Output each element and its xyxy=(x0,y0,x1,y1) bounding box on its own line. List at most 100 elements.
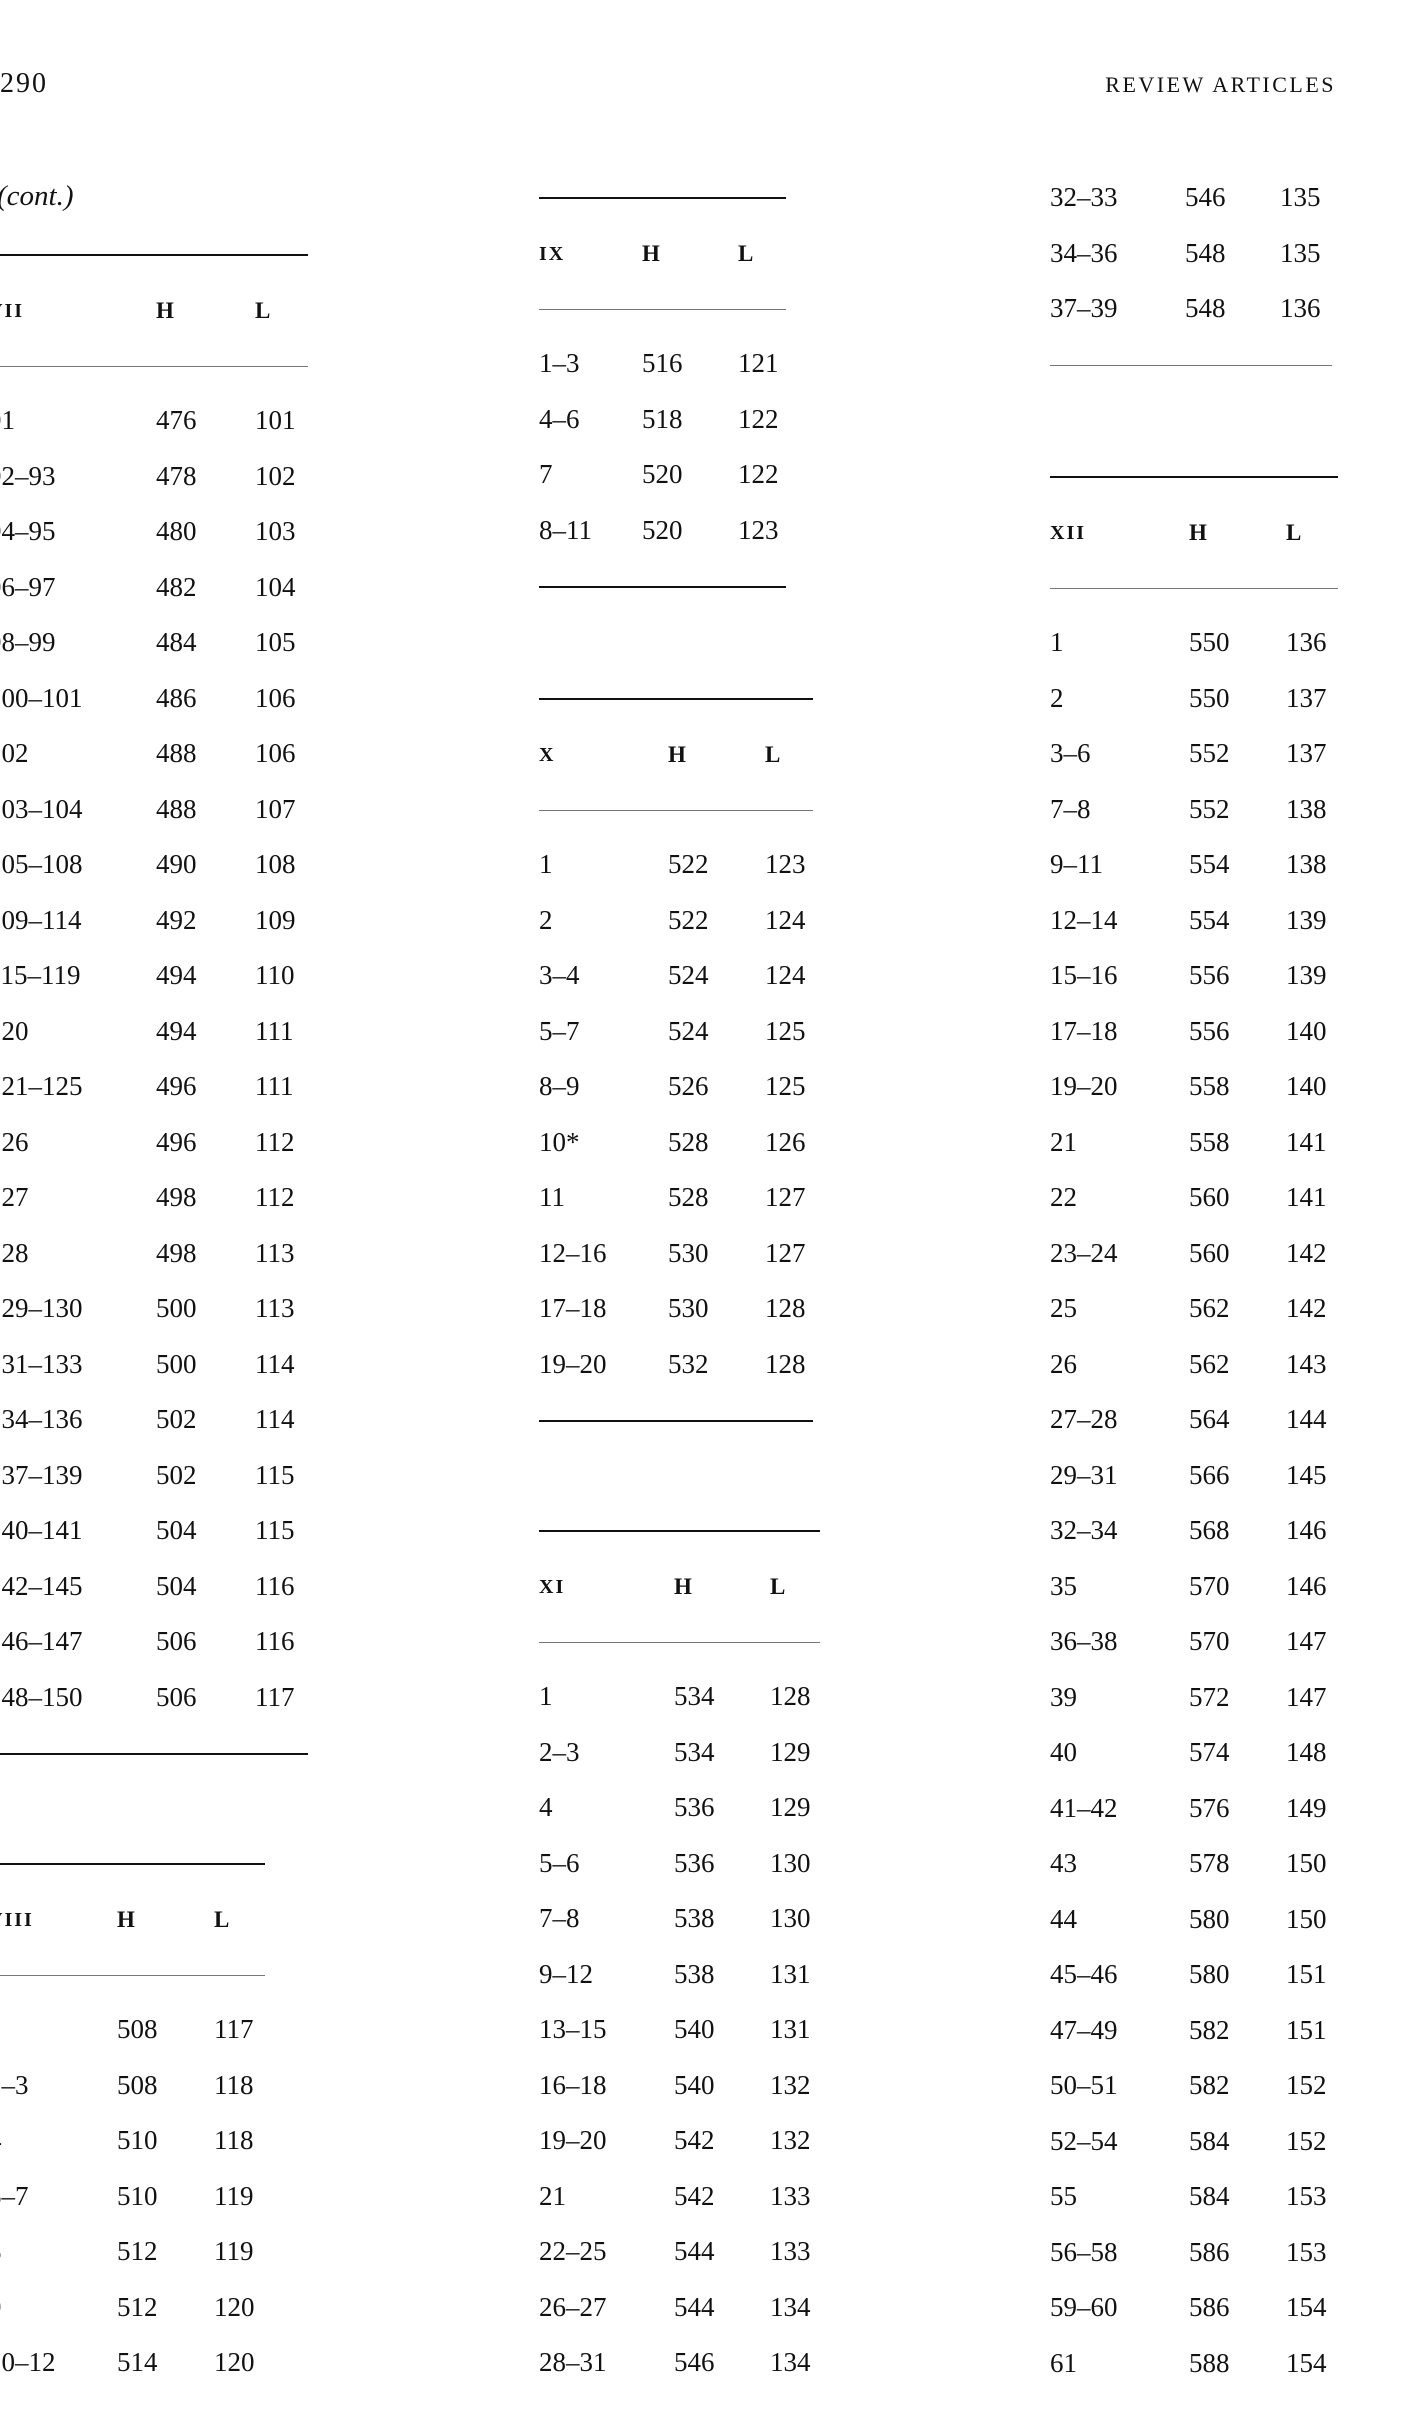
h-page-cell: 584 xyxy=(1189,2181,1230,2211)
l-page-cell: 106 xyxy=(255,682,296,713)
section-cell: 92–93 xyxy=(0,460,56,491)
section-cell: 9–11 xyxy=(1050,849,1103,879)
section-cell: 12–16 xyxy=(539,1237,607,1268)
l-page-cell: 122 xyxy=(738,459,779,489)
h-page-cell: 558 xyxy=(1189,1126,1230,1157)
h-page-cell: 552 xyxy=(1189,738,1230,768)
table-row: 39 572 147 xyxy=(1050,1670,1338,1726)
section-cell: 13–15 xyxy=(539,2014,607,2044)
section-cell: 3–6 xyxy=(1050,738,1091,768)
h-page-cell: 492 xyxy=(156,904,197,935)
l-page-cell: 131 xyxy=(770,1958,811,1989)
chapter-header: X xyxy=(539,744,556,766)
h-page-cell: 558 xyxy=(1189,1071,1230,1101)
h-page-cell: 514 xyxy=(117,2347,158,2377)
section-cell: 29–31 xyxy=(1050,1459,1118,1490)
l-page-cell: 108 xyxy=(255,849,296,879)
l-page-cell: 151 xyxy=(1286,1959,1327,1989)
h-page-cell: 566 xyxy=(1189,1459,1230,1490)
h-page-cell: 500 xyxy=(156,1293,197,1323)
h-page-cell: 540 xyxy=(674,2014,715,2044)
section-cell: 5–7 xyxy=(0,2180,29,2211)
h-page-cell: 502 xyxy=(156,1404,197,1434)
l-page-cell: 116 xyxy=(255,1570,295,1601)
h-page-cell: 538 xyxy=(674,1903,715,1933)
l-page-cell: 102 xyxy=(255,460,296,491)
table-row: 32–33 546 135 xyxy=(1050,170,1332,226)
l-page-cell: 150 xyxy=(1286,1903,1327,1934)
h-page-cell: 562 xyxy=(1189,1348,1230,1379)
l-page-cell: 141 xyxy=(1286,1126,1327,1157)
section-cell: 134–136 xyxy=(0,1404,83,1434)
l-page-cell: 146 xyxy=(1286,1570,1327,1601)
l-page-cell: 132 xyxy=(770,2125,811,2155)
table-header: XI H L xyxy=(539,1532,820,1643)
h-page-cell: 578 xyxy=(1189,1848,1230,1878)
l-page-cell: 129 xyxy=(770,1792,811,1822)
h-page-cell: 488 xyxy=(156,738,197,768)
l-column-header: L xyxy=(765,742,781,767)
section-cell: 19–20 xyxy=(539,1348,607,1379)
table-row: 28–31 546 134 xyxy=(539,2335,820,2391)
l-column-header: L xyxy=(738,241,754,266)
section-cell: 5–6 xyxy=(539,1847,580,1878)
l-page-cell: 134 xyxy=(770,2291,811,2322)
h-page-cell: 550 xyxy=(1189,627,1230,657)
section-cell: 105–108 xyxy=(0,849,83,879)
h-page-cell: 576 xyxy=(1189,1792,1230,1823)
table-row: 3–6 552 137 xyxy=(1050,726,1338,782)
l-page-cell: 153 xyxy=(1286,2236,1327,2267)
h-page-cell: 544 xyxy=(674,2236,715,2266)
table-row: 105–108 490 108 xyxy=(0,837,308,893)
section-cell: 19–20 xyxy=(1050,1071,1118,1101)
h-page-cell: 518 xyxy=(642,403,683,434)
h-page-cell: 546 xyxy=(674,2347,715,2377)
section-cell: 21 xyxy=(1050,1126,1077,1157)
h-page-cell: 548 xyxy=(1185,237,1226,268)
section-cell: 137–139 xyxy=(0,1459,83,1490)
section-cell: 16–18 xyxy=(539,2069,607,2100)
section-cell: 8 xyxy=(0,2224,2,2280)
section-cell: 36–38 xyxy=(1050,1626,1118,1656)
section-cell: 43 xyxy=(1050,1848,1077,1878)
table-row: 137–139 502 115 xyxy=(0,1448,308,1504)
l-page-cell: 133 xyxy=(770,2236,811,2266)
section-cell: 1 xyxy=(0,2002,2,2058)
table-row: 10* 528 126 xyxy=(539,1115,813,1171)
table-ix: IX H L 1–3 516 121 4–6 518 122 7 520 122 8–11 520 123 xyxy=(539,197,786,588)
section-cell: 1 xyxy=(539,849,553,879)
page-number: 290 xyxy=(0,68,48,99)
l-page-cell: 127 xyxy=(765,1237,806,1268)
table-vii: VII H L 91 476 101 92–93 478 102 94–95 480 103 96–97… xyxy=(0,254,308,1755)
h-page-cell: 588 xyxy=(1189,2347,1230,2378)
chapter-header: XI xyxy=(539,1576,566,1598)
table-row: 22 560 141 xyxy=(1050,1170,1338,1226)
section-cell: 4 xyxy=(0,2113,2,2169)
table-row: 12–16 530 127 xyxy=(539,1226,813,1282)
h-page-cell: 568 xyxy=(1189,1515,1230,1545)
l-page-cell: 136 xyxy=(1280,293,1321,323)
l-page-cell: 148 xyxy=(1286,1737,1327,1767)
h-page-cell: 580 xyxy=(1189,1903,1230,1934)
h-column-header: H xyxy=(117,1907,135,1932)
h-page-cell: 520 xyxy=(642,459,683,489)
section-cell: 121–125 xyxy=(0,1071,83,1101)
l-page-cell: 112 xyxy=(255,1126,295,1157)
table-row: 4–6 518 122 xyxy=(539,392,786,448)
l-page-cell: 125 xyxy=(765,1071,806,1101)
h-page-cell: 550 xyxy=(1189,682,1230,713)
section-cell: 94–95 xyxy=(0,516,56,546)
table-xi: XI H L 1 534 128 2–3 534 129 4 536 129 5–6 536 130 7–8 5… xyxy=(539,1530,820,2419)
l-page-cell: 132 xyxy=(770,2069,811,2100)
h-page-cell: 530 xyxy=(668,1293,709,1323)
table-row: 59–60 586 154 xyxy=(1050,2280,1338,2336)
l-page-cell: 112 xyxy=(255,1182,295,1212)
section-cell: 28–31 xyxy=(539,2347,607,2377)
l-page-cell: 103 xyxy=(255,516,296,546)
section-cell: 140–141 xyxy=(0,1515,83,1545)
l-page-cell: 129 xyxy=(770,1736,811,1767)
section-cell: 19–20 xyxy=(539,2125,607,2155)
l-page-cell: 130 xyxy=(770,1847,811,1878)
h-page-cell: 508 xyxy=(117,2014,158,2044)
